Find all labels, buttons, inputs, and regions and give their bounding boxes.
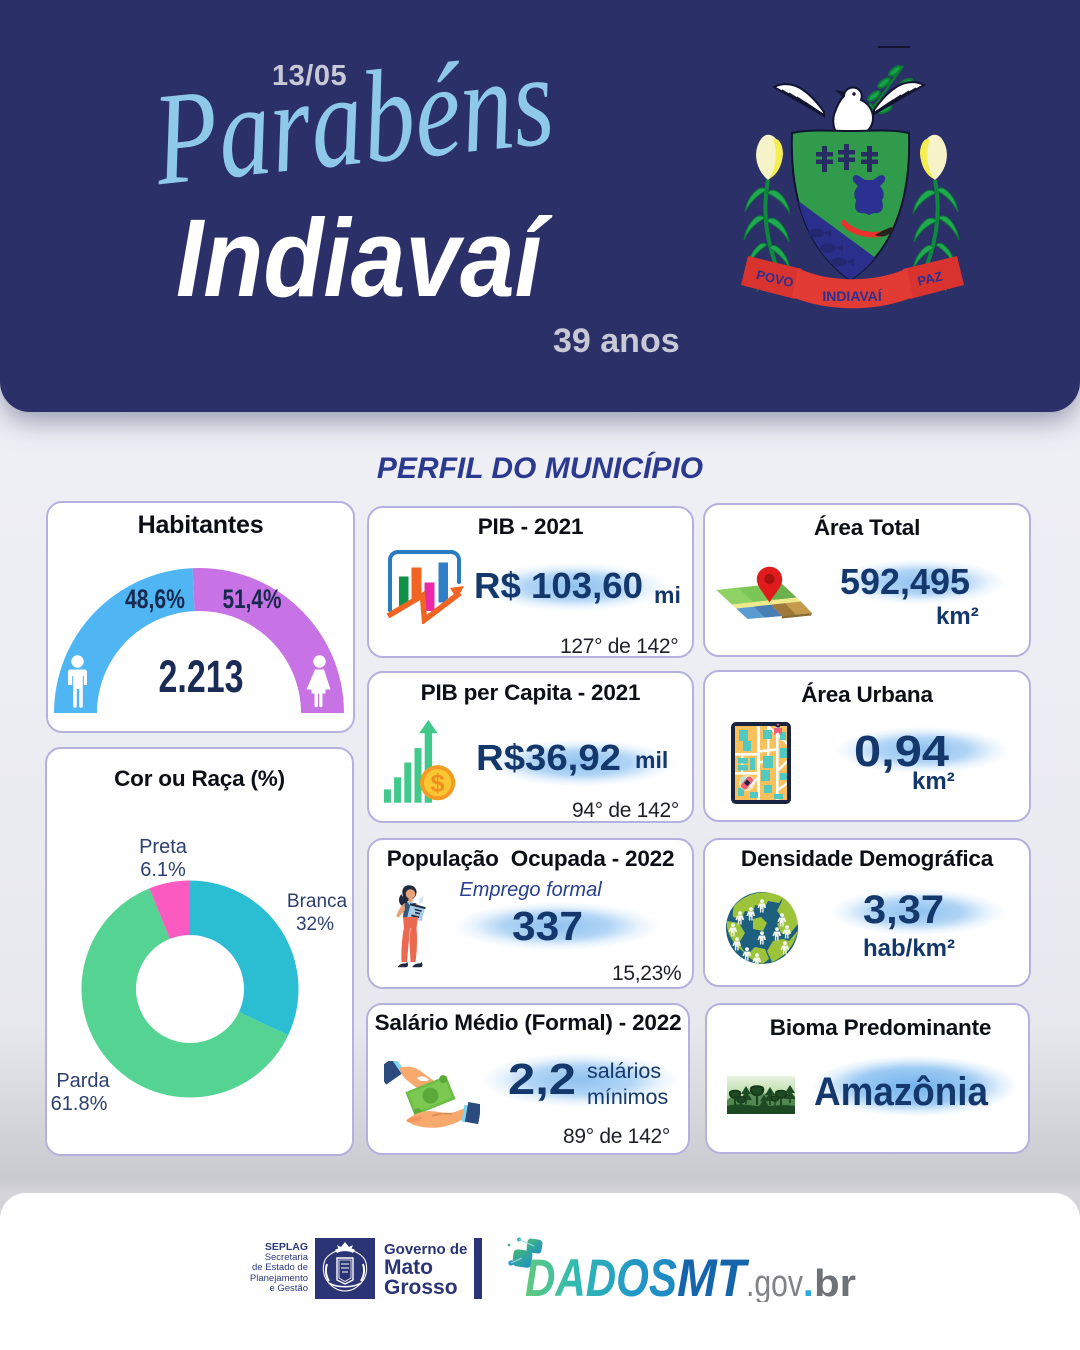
svg-text:hab/km²: hab/km² [863, 935, 955, 962]
svg-text:R$ 103,60: R$ 103,60 [474, 565, 643, 606]
svg-text:Amazônia: Amazônia [814, 1070, 989, 1114]
svg-text:R$36,92: R$36,92 [476, 737, 621, 778]
svg-text:INDIAVAÍ: INDIAVAÍ [822, 288, 882, 304]
svg-text:Parabéns: Parabéns [146, 25, 560, 213]
svg-text:32%: 32% [296, 914, 334, 935]
svg-text:Preta: Preta [139, 836, 188, 858]
svg-text:6.1%: 6.1% [140, 859, 186, 881]
svg-text:$: $ [431, 770, 445, 798]
svg-text:3,37: 3,37 [863, 888, 944, 932]
svg-text:Branca: Branca [287, 891, 348, 912]
svg-text:.gov: .gov [746, 1263, 803, 1302]
svg-text:PAZ: PAZ [916, 268, 944, 288]
svg-text:.: . [803, 1263, 814, 1302]
svg-text:km²: km² [936, 603, 979, 630]
svg-text:337: 337 [512, 903, 583, 949]
svg-text:km²: km² [912, 768, 955, 795]
svg-text:Indiavaí: Indiavaí [176, 197, 553, 310]
svg-text:mil: mil [635, 747, 668, 773]
svg-text:61.8%: 61.8% [51, 1093, 108, 1115]
svg-text:51,4%: 51,4% [223, 584, 282, 614]
svg-text:MT: MT [677, 1249, 750, 1302]
svg-text:mi: mi [654, 582, 681, 608]
svg-text:592,495: 592,495 [840, 561, 970, 602]
svg-text:2,2: 2,2 [508, 1055, 576, 1104]
svg-text:br: br [814, 1263, 856, 1302]
svg-text:0,94: 0,94 [854, 727, 950, 776]
svg-text:Parda: Parda [56, 1070, 110, 1092]
svg-text:DADOS: DADOS [525, 1249, 677, 1302]
svg-text:48,6%: 48,6% [125, 584, 185, 614]
svg-text:2.213: 2.213 [159, 651, 244, 702]
